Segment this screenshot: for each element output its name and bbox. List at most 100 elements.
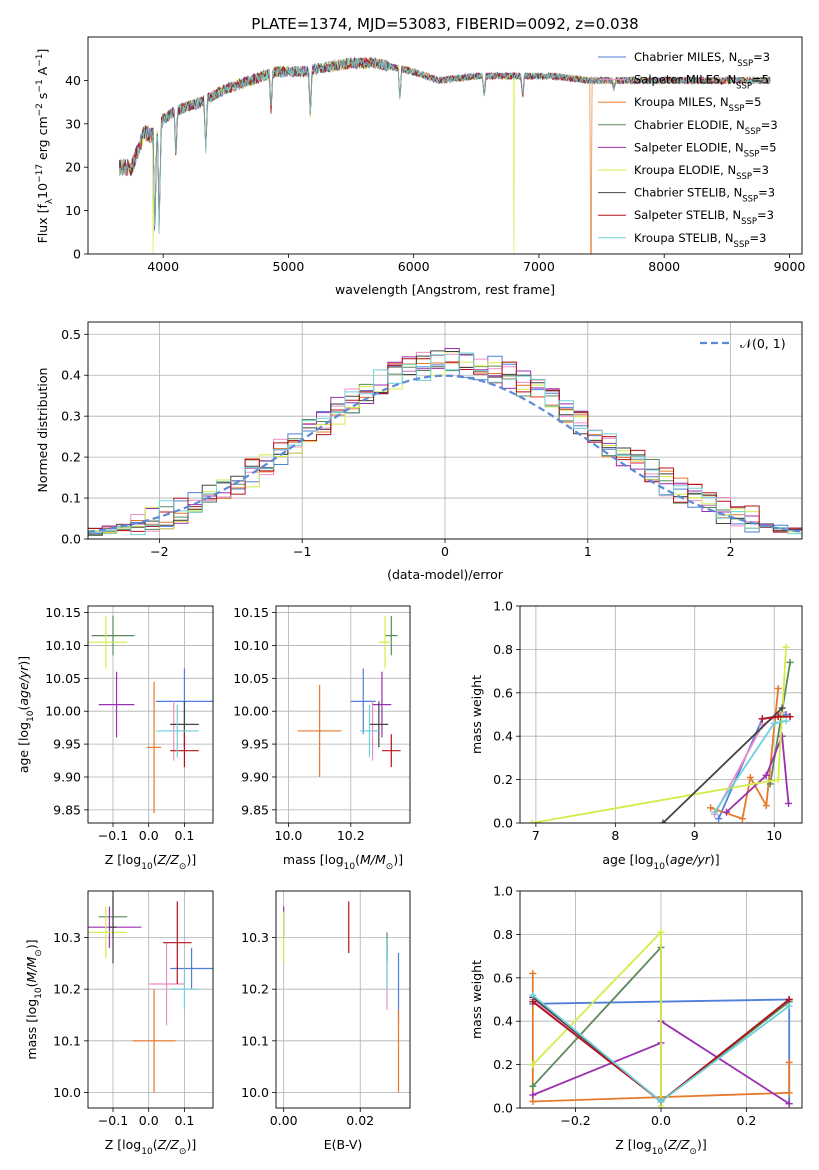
data-point: [297, 684, 342, 777]
y-tick-label: 10.00: [45, 704, 81, 719]
y-axis-label: Normed distribution: [35, 368, 50, 493]
y-tick-label: 40: [65, 73, 81, 88]
data-point: [378, 615, 392, 669]
histogram-kroupa-stelib: [88, 352, 802, 536]
y-tick-label: 10.05: [45, 671, 81, 686]
grid: [276, 606, 410, 823]
weight-marker: [707, 804, 715, 812]
y-tick-label: 0.0: [493, 816, 513, 831]
figure-title: PLATE=1374, MJD=53083, FIBERID=0092, z=0…: [251, 15, 638, 33]
y-axis-label: mass weight: [469, 675, 484, 754]
legend-label: Salpeter ELODIE, NSSP=5: [634, 140, 777, 159]
legend-label: Kroupa STELIB, NSSP=3: [634, 231, 766, 250]
data-point: [148, 942, 185, 1026]
weight-line: [769, 662, 791, 785]
legend-label: Salpeter MILES, NSSP=5: [634, 73, 769, 92]
data-point: [132, 989, 176, 1093]
weight-marker: [786, 713, 794, 721]
data-point: [109, 891, 117, 964]
plot-area: [88, 348, 802, 537]
x-tick-label: 2: [727, 544, 735, 559]
data-point: [381, 734, 401, 768]
x-tick-label: −0.1: [98, 1113, 128, 1128]
y-tick-label: 1.0: [493, 599, 513, 614]
panel-weight-vs-Z: −0.2 0.0 0.2 0.0 0.2 0.4 0.6 0.8 1.0 Z [log10(Z/Z…: [469, 884, 803, 1157]
panels: 4000 5000 6000 7000 8000 9000010203040Chabrie…: [16, 36, 805, 1157]
weight-marker: [528, 819, 536, 823]
weight-marker: [529, 998, 537, 1006]
weight-marker: [529, 1091, 537, 1099]
gaussian-reference-curve: [88, 374, 802, 533]
panel-weight-vs-age: 7 8 9 10 0.0 0.2 0.4 0.6 0.8 1.0 age [log10(age/yr…: [469, 599, 803, 872]
legend-label: Kroupa MILES, NSSP=5: [634, 95, 761, 114]
y-tick-label: 10.0: [241, 1085, 269, 1100]
y-tick-label: 9.90: [53, 769, 81, 784]
x-tick-label: 4000: [147, 259, 179, 274]
y-axis-label: age [log10(age/yr)]: [16, 656, 36, 773]
spectrum-line-kroupa-miles: [118, 56, 771, 254]
x-tick-label: 7: [532, 828, 540, 843]
y-tick-label: 10.15: [233, 605, 269, 620]
weight-marker: [659, 819, 667, 823]
weight-marker: [774, 713, 782, 721]
weight-marker: [782, 643, 790, 651]
weight-marker: [774, 684, 782, 692]
panel-residuals: −2 −1 0 1 2 0.0 0.1 0.2 0.3 0.4 0.5 𝒩(0, 1) (data-mo…: [35, 321, 803, 582]
y-tick-label: 9.85: [53, 802, 81, 817]
x-tick-label: 7000: [523, 259, 555, 274]
x-tick-label: 0.0: [139, 828, 159, 843]
data-point: [146, 681, 162, 814]
x-tick-label: 0.2: [737, 1113, 757, 1128]
panel-age-vs-mass: 10.0 10.2 9.85 9.90 9.95 10.00 10.05 10.10 10.15…: [233, 605, 411, 872]
data-point: [350, 668, 376, 735]
y-tick-label: 20: [65, 160, 81, 175]
y-tick-label: 10.2: [53, 982, 81, 997]
x-axis-label: age [log10(age/yr)]: [602, 852, 719, 872]
y-tick-label: 10.10: [233, 638, 269, 653]
axes-frame: [519, 605, 803, 824]
y-tick-label: 0.4: [493, 1014, 513, 1029]
weight-marker: [529, 969, 537, 977]
y-tick-label: 0: [73, 247, 81, 262]
weight-marker: [785, 1002, 793, 1010]
grid: [88, 606, 213, 823]
data-point: [385, 615, 398, 656]
panel-mass-vs-ebv: 0.00 0.02 10.0 10.1 10.2 10.3 E(B-V): [241, 890, 411, 1152]
weight-marker: [723, 808, 731, 816]
plot-area: [529, 928, 793, 1108]
weight-marker: [784, 799, 792, 807]
weight-marker: [785, 1089, 793, 1097]
data-point: [91, 615, 135, 656]
x-tick-label: 0.1: [174, 828, 194, 843]
x-tick-label: 0.02: [346, 1113, 374, 1128]
y-tick-label: 0.1: [61, 491, 81, 506]
y-tick-label: 0.5: [61, 327, 81, 342]
spectrum-line-kroupa-elodie: [118, 57, 771, 254]
x-tick-label: 0: [441, 544, 449, 559]
y-tick-label: 0.3: [61, 409, 81, 424]
legend-label: Chabrier STELIB, NSSP=3: [634, 186, 775, 205]
x-axis-label: E(B-V): [324, 1137, 363, 1152]
axes-frame: [87, 605, 214, 824]
weight-marker: [785, 1058, 793, 1066]
x-tick-label: 0.1: [174, 1113, 194, 1128]
y-tick-label: 10.10: [45, 638, 81, 653]
y-tick-label: 0.8: [493, 642, 513, 657]
legend-label: Chabrier ELODIE, NSSP=3: [634, 118, 778, 137]
weight-marker: [529, 1082, 537, 1090]
legend-label: Salpeter STELIB, NSSP=3: [634, 208, 774, 227]
x-tick-label: 0.0: [139, 1113, 159, 1128]
x-tick-label: −0.1: [98, 828, 128, 843]
y-tick-label: 10.2: [241, 982, 269, 997]
legend: 𝒩(0, 1): [700, 336, 786, 351]
y-tick-label: 10.05: [233, 671, 269, 686]
weight-marker: [762, 802, 770, 810]
weight-marker: [657, 928, 665, 936]
data-point: [155, 704, 199, 758]
y-tick-label: 0.2: [493, 772, 513, 787]
x-tick-label: 0.0: [651, 1113, 671, 1128]
grid: [520, 605, 802, 824]
plot-area: [88, 891, 213, 1093]
x-tick-label: −0.2: [560, 1113, 590, 1128]
